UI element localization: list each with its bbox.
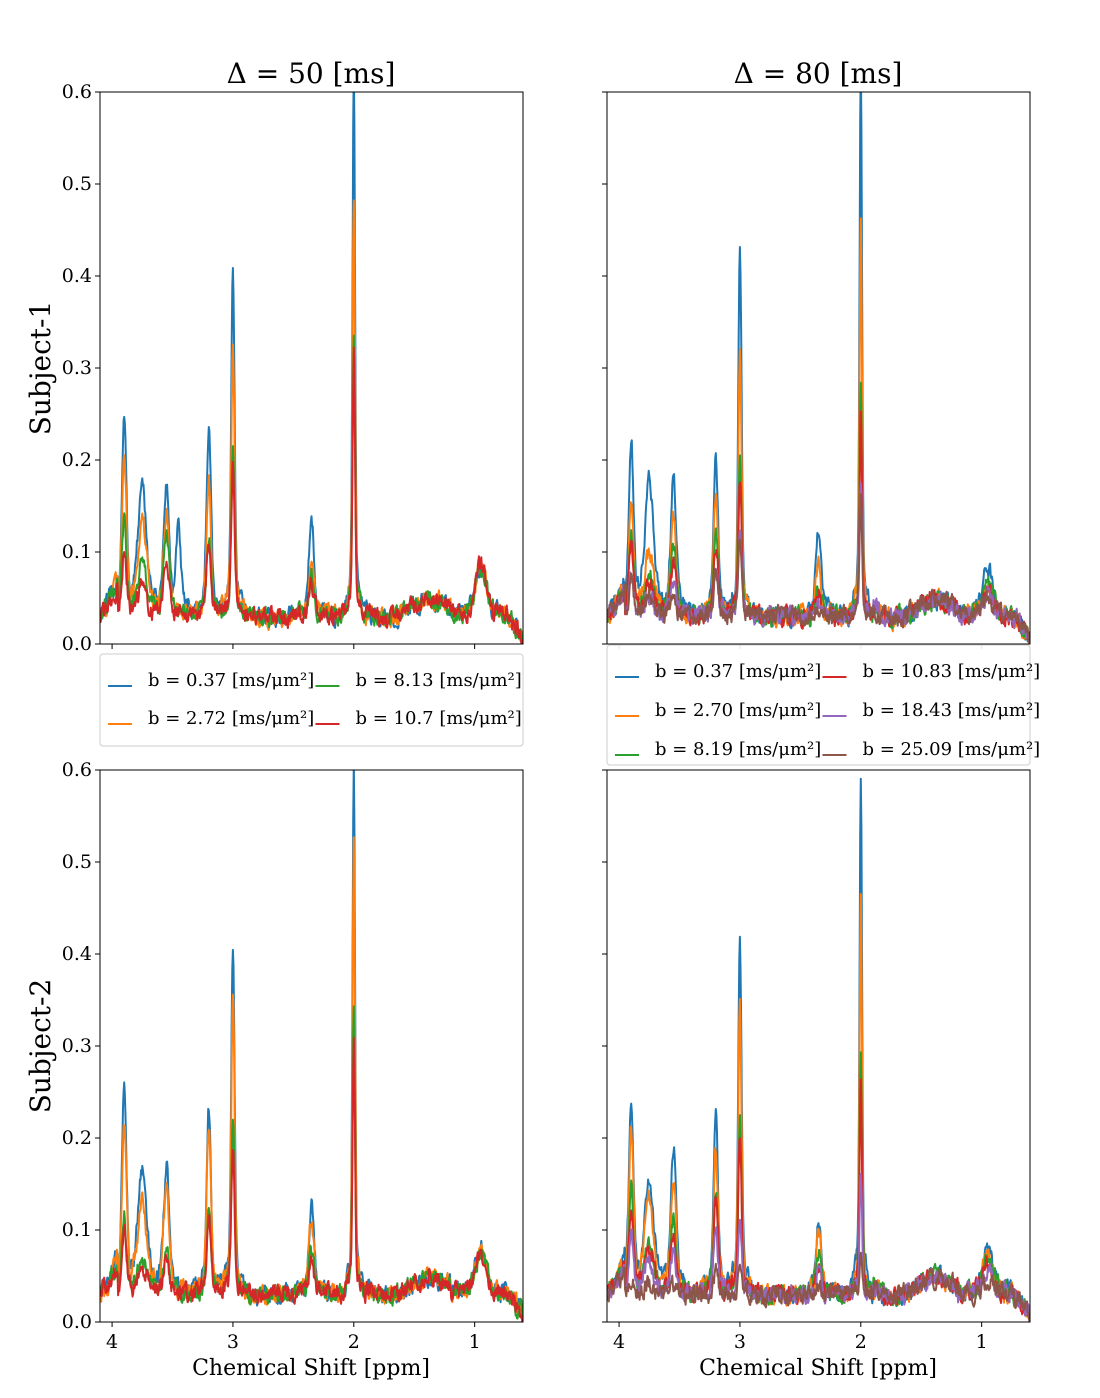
x-tick-label: 2 [348,1331,360,1353]
x-tick-label: 1 [976,1331,988,1353]
legend-1: b = 0.37 [ms/μm²] b = 2.72 [ms/μm²] b = 8.… [99,653,524,747]
row-label-subject-1: Subject-1 [24,301,57,436]
x-axis-label-left: Chemical Shift [ppm] [192,1356,430,1381]
panel-3: 0.0 0.1 0.2 0.3 0.4 0.5 0.6 4 3 2 1 [62,759,524,1353]
legend-frame [606,644,1031,766]
y-tick-label: 0.1 [62,541,92,563]
series-line-brown [607,493,1030,644]
y-tick-label: 0.0 [62,633,92,655]
col-title-right: Δ = 80 [ms] [734,57,903,90]
y-tick-label: 0.3 [62,1035,92,1057]
panel-1: 0.0 0.1 0.2 0.3 0.4 0.5 0.6 [62,81,524,655]
legend-label: b = 10.7 [ms/μm²] [356,708,522,729]
col-title-left: Δ = 50 [ms] [227,57,396,90]
y-tick-label: 0.6 [62,81,92,103]
x-tick-label: 3 [227,1331,239,1353]
y-tick-label: 0.4 [62,265,92,287]
series-line-brown [607,1251,1030,1322]
y-tick-label: 0.4 [62,943,92,965]
y-tick-label: 0.5 [62,851,92,873]
x-tick-label: 4 [106,1331,118,1353]
y-tick-label: 0.2 [62,449,92,471]
x-tick-label: 2 [855,1331,867,1353]
legend-label: b = 0.37 [ms/μm²] [148,670,314,691]
y-tick-label: 0.6 [62,759,92,781]
legend-label: b = 2.70 [ms/μm²] [655,700,821,721]
legend-label: b = 18.43 [ms/μm²] [863,700,1041,721]
series-line-green [100,334,523,640]
legend-2: b = 0.37 [ms/μm²] b = 2.70 [ms/μm²] b = 8.… [606,644,1041,766]
row-label-subject-2: Subject-2 [24,979,57,1114]
y-tick-label: 0.5 [62,173,92,195]
panel-2 [602,91,1031,649]
series-group [100,770,523,1322]
y-tick-label: 0.1 [62,1219,92,1241]
legend-label: b = 2.72 [ms/μm²] [148,708,314,729]
panel-4: 4 3 2 1 [602,769,1031,1353]
legend-label: b = 10.83 [ms/μm²] [863,661,1041,682]
legend-frame [99,653,524,747]
series-group [607,777,1030,1322]
series-line-red [100,1036,523,1322]
legend-label: b = 0.37 [ms/μm²] [655,661,821,682]
series-group [100,92,523,644]
x-tick-label: 3 [734,1331,746,1353]
x-tick-label: 1 [469,1331,481,1353]
series-group [607,92,1030,644]
legend-label: b = 8.19 [ms/μm²] [655,739,821,760]
x-tick-label: 4 [613,1331,625,1353]
y-tick-label: 0.0 [62,1311,92,1333]
y-tick-label: 0.3 [62,357,92,379]
series-line-red [100,346,523,644]
y-tick-label: 0.2 [62,1127,92,1149]
x-axis-label-right: Chemical Shift [ppm] [699,1356,937,1381]
legend-label: b = 25.09 [ms/μm²] [863,739,1041,760]
legend-label: b = 8.13 [ms/μm²] [356,670,522,691]
series-line-purple [607,482,1030,643]
